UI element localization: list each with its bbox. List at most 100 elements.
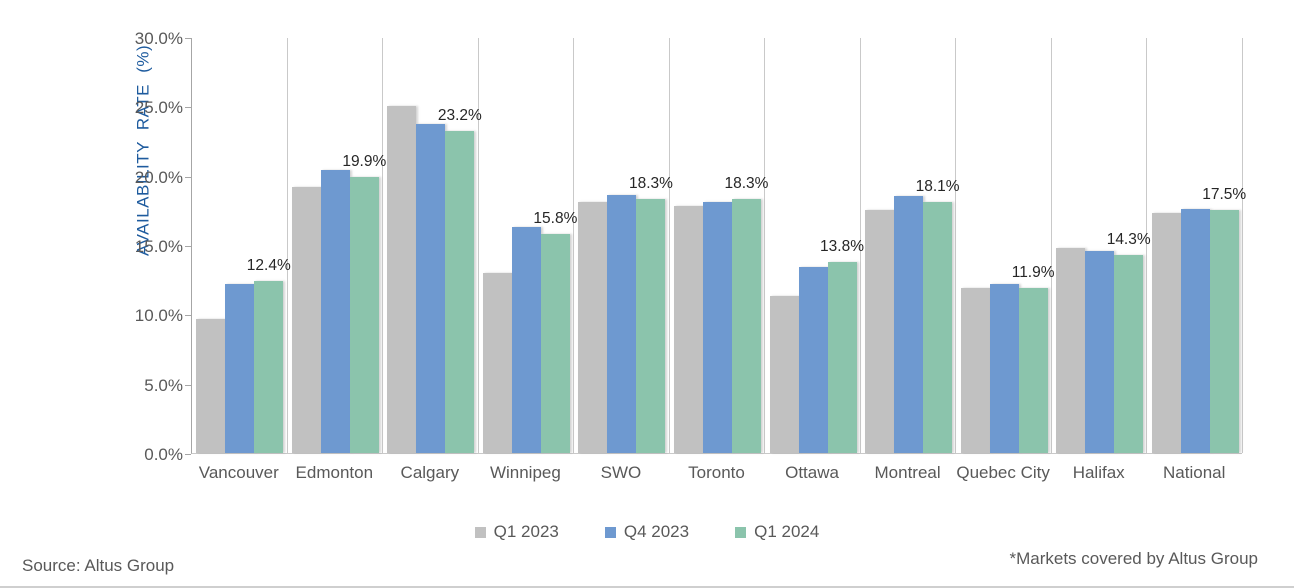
plot-area: 12.4% 19.9% 23.2% 15.8% 18.3% 18.3% 13.8% 18.1%… (191, 38, 1247, 454)
bar-q1-2023-swo (578, 202, 608, 453)
y-tick-mark (185, 315, 191, 317)
legend-marker-q1-2023 (474, 526, 486, 538)
data-label-edmonton: 19.9% (342, 153, 387, 171)
x-category-label-quebec-city: Quebec City (956, 463, 1050, 482)
y-tick-mark (185, 246, 191, 247)
bar-q4-2023-halifax (1085, 250, 1115, 453)
source-note: Source: Altus Group (22, 556, 175, 575)
bar-group-edmonton: 19.9% (288, 38, 387, 453)
y-tick-label: 5.0% (144, 375, 183, 395)
legend-label: Q1 2024 (754, 522, 820, 541)
bar-q1-2024-swo (636, 199, 666, 453)
bar-q4-2023-edmonton (320, 170, 350, 453)
bar-q4-2023-calgary (416, 124, 446, 453)
data-label-winnipeg: 15.8% (533, 209, 578, 227)
vertical-gridline (477, 38, 479, 453)
x-category-label-ottawa: Ottawa (785, 463, 839, 482)
data-label-halifax: 14.3% (1106, 230, 1151, 248)
data-label-montreal: 18.1% (915, 178, 960, 196)
x-category-label-vancouver: Vancouver (198, 463, 279, 482)
bar-group-winnipeg: 15.8% (479, 38, 578, 453)
data-label-ottawa: 13.8% (820, 237, 865, 255)
bar-q4-2023-toronto (702, 202, 732, 453)
bar-q1-2023-quebec-city (960, 288, 990, 453)
bar-group-quebec-city: 11.9% (956, 38, 1055, 453)
x-category-label-toronto: Toronto (688, 463, 745, 482)
y-tick-mark (185, 454, 191, 455)
bar-q1-2023-vancouver (196, 318, 226, 453)
y-tick-label: 0.0% (144, 445, 183, 464)
x-category-label-swo: SWO (600, 463, 642, 482)
x-category-label-edmonton: Edmonton (295, 463, 374, 482)
markets-covered-note: *Markets covered by Altus Group (1009, 549, 1258, 568)
legend-marker-q4-2023 (604, 526, 616, 538)
y-tick-label: 15.0% (134, 237, 183, 256)
y-axis-tick-labels: 30.0% 25.0% 20.0% 15.0% 10.0% 5.0% 0.0% (0, 29, 183, 464)
bar-q4-2023-swo (607, 195, 637, 453)
bar-q4-2023-quebec-city (989, 283, 1019, 453)
x-category-label-montreal: Montreal (874, 463, 941, 482)
bar-q1-2023-edmonton (291, 186, 321, 453)
bar-q1-2023-calgary (387, 106, 417, 453)
data-label-quebec-city: 11.9% (1011, 264, 1055, 281)
vertical-gridline (859, 38, 861, 453)
bar-group-ottawa: 13.8% (765, 38, 865, 453)
x-category-label-halifax: Halifax (1072, 463, 1125, 482)
legend-item-q4-2023: Q4 2023 (604, 522, 690, 542)
bar-q1-2024-national (1209, 210, 1239, 453)
y-tick-label: 10.0% (134, 306, 183, 326)
bar-q1-2024-quebec-city (1018, 288, 1048, 453)
bar-q1-2024-winnipeg (540, 233, 570, 453)
data-label-vancouver: 12.4% (246, 257, 291, 275)
bar-q1-2023-ottawa (769, 296, 799, 453)
x-category-label-national: National (1163, 463, 1226, 482)
vertical-gridline (1146, 38, 1148, 453)
bar-q4-2023-vancouver (225, 283, 255, 453)
data-label-national: 17.5% (1202, 186, 1247, 204)
legend-marker-q1-2024 (735, 526, 747, 538)
bar-q1-2024-vancouver (254, 281, 284, 453)
bar-q1-2023-montreal (865, 210, 895, 453)
bar-group-toronto: 18.3% (670, 38, 769, 453)
legend-item-q1-2024: Q1 2024 (735, 522, 819, 542)
y-tick-label: 25.0% (134, 98, 183, 118)
bar-group-national: 17.5% (1147, 38, 1247, 453)
y-tick-label: 30.0% (134, 29, 183, 48)
bar-group-calgary: 23.2% (383, 38, 482, 453)
bar-q1-2023-national (1151, 213, 1181, 453)
vertical-gridline (1242, 38, 1243, 453)
y-tick-label: 20.0% (134, 167, 183, 187)
bar-group-montreal: 18.1% (861, 38, 960, 453)
bar-group-halifax: 14.3% (1052, 38, 1151, 453)
data-label-swo: 18.3% (628, 175, 673, 193)
bar-q4-2023-ottawa (798, 267, 828, 453)
y-tick-mark (185, 176, 191, 178)
bar-q1-2023-toronto (673, 206, 703, 453)
legend-label: Q1 2023 (493, 522, 559, 541)
bar-group-swo: 18.3% (574, 38, 673, 453)
bar-q4-2023-montreal (894, 196, 924, 453)
bottom-divider (0, 586, 1294, 588)
bar-q1-2023-winnipeg (482, 272, 512, 453)
vertical-gridline (286, 38, 288, 453)
data-label-toronto: 18.3% (724, 175, 769, 193)
legend-label: Q4 2023 (623, 522, 690, 541)
vertical-gridline (382, 38, 384, 453)
x-category-label-calgary: Calgary (400, 463, 460, 482)
legend: Q1 2023 Q4 2023 Q1 2024 (0, 522, 1294, 542)
y-tick-mark (185, 107, 191, 109)
bar-q1-2024-toronto (731, 199, 761, 453)
data-label-calgary: 23.2% (437, 107, 482, 125)
bar-q1-2024-halifax (1114, 254, 1144, 453)
legend-item-q1-2023: Q1 2023 (474, 522, 559, 542)
vertical-gridline (668, 38, 670, 453)
vertical-gridline (764, 38, 766, 453)
bar-q1-2024-edmonton (349, 177, 379, 453)
vertical-gridline (573, 38, 575, 453)
bar-q4-2023-national (1180, 208, 1210, 453)
y-tick-mark (185, 38, 191, 39)
bar-group-vancouver: 12.4% (192, 38, 291, 453)
bar-q4-2023-winnipeg (511, 226, 541, 453)
vertical-gridline (955, 38, 957, 453)
